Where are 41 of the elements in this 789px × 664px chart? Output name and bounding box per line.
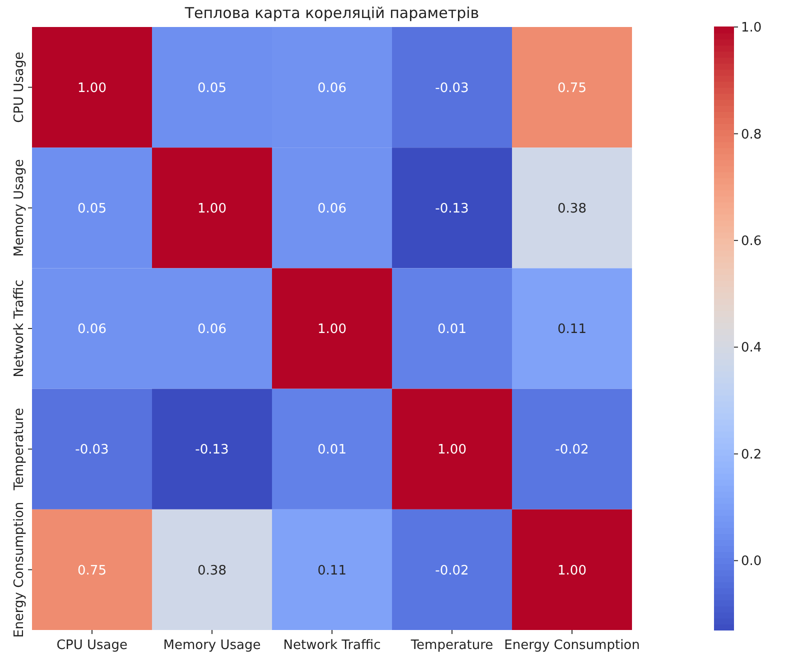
data-label: 1.00 xyxy=(198,201,226,216)
x-tick-label: Memory Usage xyxy=(163,638,261,653)
color-bar-label: 0.8 xyxy=(741,127,762,142)
data-label: -0.03 xyxy=(75,442,109,458)
data-label: 0.06 xyxy=(318,80,346,96)
data-label: -0.13 xyxy=(435,201,469,216)
data-label: 0.06 xyxy=(198,322,226,338)
x-tick-label: Network Traffic xyxy=(283,638,381,653)
y-tick-label: Temperature xyxy=(12,408,27,492)
color-bar-label: 1.0 xyxy=(741,20,762,36)
color-bar-label: 0.4 xyxy=(741,340,762,356)
x-tick-label: CPU Usage xyxy=(56,638,128,653)
data-label: 1.00 xyxy=(318,322,346,338)
data-label: 0.05 xyxy=(198,80,226,96)
data-label: 1.00 xyxy=(78,80,106,96)
x-tick-label: Temperature xyxy=(410,638,494,653)
y-tick-label: Network Traffic xyxy=(12,280,27,378)
data-label: 0.75 xyxy=(78,563,106,578)
color-bar-label: 0.6 xyxy=(741,234,762,249)
data-label: 0.38 xyxy=(558,201,586,216)
data-label: 1.00 xyxy=(558,563,586,578)
color-bar-label: 0.0 xyxy=(741,554,762,570)
data-label: 1.00 xyxy=(438,442,466,458)
y-tick-label: Memory Usage xyxy=(12,159,27,257)
data-label: 0.11 xyxy=(318,563,346,578)
data-label: 0.01 xyxy=(438,322,466,338)
y-tick-label: CPU Usage xyxy=(12,52,27,123)
data-label: 0.05 xyxy=(78,201,106,216)
x-tick-label: Energy Consumption xyxy=(504,638,640,653)
chart-title: Теплова карта кореляцій параметрів xyxy=(184,4,480,22)
color-bar-label: 0.2 xyxy=(741,447,762,462)
data-label: 0.11 xyxy=(558,322,586,338)
data-label: -0.02 xyxy=(435,563,469,578)
data-label: 0.38 xyxy=(198,563,226,578)
data-label: 0.01 xyxy=(318,442,346,458)
data-label: 0.06 xyxy=(78,322,106,338)
data-label: -0.03 xyxy=(435,80,469,96)
data-label: -0.02 xyxy=(555,442,589,458)
data-label: 0.06 xyxy=(318,201,346,216)
data-label: -0.13 xyxy=(195,442,229,458)
data-label: 0.75 xyxy=(558,80,586,96)
